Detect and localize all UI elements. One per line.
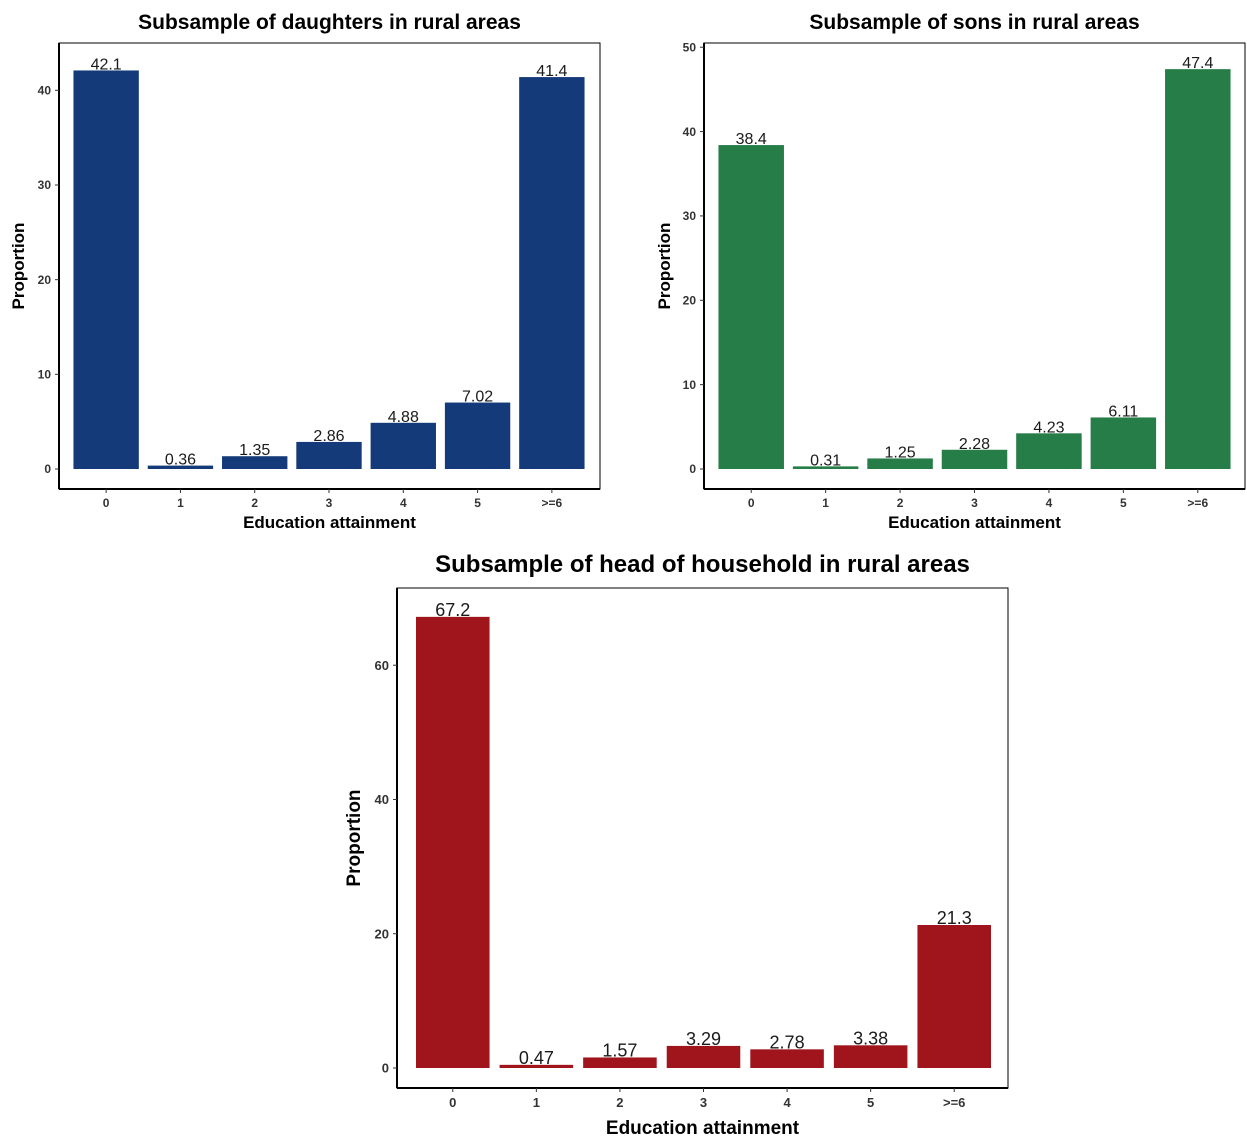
bar [1016,433,1082,469]
data-label: 1.57 [602,1040,637,1060]
chart-daughters: Subsample of daughters in rural areas Ed… [9,11,601,532]
data-label: 1.35 [239,442,270,459]
x-tick-label: 5 [474,496,481,510]
x-tick-label: 2 [897,496,904,510]
data-label: 67.2 [435,600,470,620]
chart-head-of-household: Subsample of head of household in rural … [344,551,1009,1139]
x-tick-label: >=6 [1187,496,1208,510]
bar [941,449,1008,469]
y-axis-title-sons: Proportion [655,223,674,310]
bar [222,456,288,469]
bar [1090,417,1157,469]
bar [792,466,859,469]
y-tick-label: 20 [38,273,52,287]
x-tick-label: 0 [103,496,110,510]
y-tick-label: 40 [375,792,389,807]
data-label: 0.47 [519,1048,554,1068]
data-label: 2.28 [959,436,990,453]
x-axis-title-sons: Education attainment [888,513,1061,532]
x-tick-label: 4 [783,1095,791,1110]
x-tick-label: 2 [251,496,258,510]
bar [917,925,991,1068]
x-tick-label: 0 [449,1095,456,1110]
data-label: 4.88 [388,409,419,426]
data-label: 47.4 [1182,55,1213,72]
bar [499,1064,574,1068]
data-label: 7.02 [462,389,493,406]
bar [416,616,490,1068]
x-tick-label: 3 [971,496,978,510]
x-tick-label: 4 [400,496,407,510]
bar [147,465,214,469]
x-tick-label: 1 [822,496,829,510]
bar [718,145,784,469]
x-tick-label: >=6 [943,1095,965,1110]
bar [73,70,139,469]
y-axis-title-head-of-household: Proportion [344,789,365,886]
bar [833,1045,908,1068]
y-tick-label: 0 [689,462,696,476]
bar [1165,69,1231,469]
y-tick-label: 30 [38,178,52,192]
x-tick-label: 5 [867,1095,874,1110]
chart-sons: Subsample of sons in rural areas Educati… [655,11,1246,532]
y-tick-label: 20 [683,293,697,307]
x-axis-title-head-of-household: Education attainment [606,1118,800,1139]
data-label: 4.23 [1033,419,1064,436]
y-tick-label: 50 [683,40,697,54]
y-tick-label: 10 [683,378,697,392]
data-label: 38.4 [736,131,767,148]
data-label: 21.3 [937,908,972,928]
y-tick-label: 40 [38,84,52,98]
chart-title-daughters: Subsample of daughters in rural areas [138,11,521,34]
bar [750,1049,824,1068]
bar [296,441,362,469]
chart-title-sons: Subsample of sons in rural areas [809,11,1139,34]
bar [867,458,933,469]
y-tick-label: 20 [375,926,389,941]
x-tick-label: 5 [1120,496,1127,510]
y-tick-label: 0 [44,462,51,476]
data-label: 1.25 [885,444,916,461]
chart-title-head-of-household: Subsample of head of household in rural … [435,551,970,578]
y-tick-label: 60 [375,658,389,673]
y-tick-label: 40 [683,125,697,139]
data-label: 3.29 [686,1029,721,1049]
y-tick-label: 0 [382,1061,389,1076]
x-tick-label: >=6 [542,496,563,510]
panel-frame [58,42,601,490]
x-tick-label: 0 [748,496,755,510]
x-tick-label: 4 [1046,496,1053,510]
bar [519,77,585,469]
data-label: 0.31 [810,452,841,469]
x-tick-label: 1 [533,1095,540,1110]
y-tick-label: 10 [38,368,52,382]
x-tick-label: 1 [177,496,184,510]
panel-frame [703,42,1246,490]
y-tick-label: 30 [683,209,697,223]
x-tick-label: 3 [326,496,333,510]
data-label: 2.86 [313,428,344,445]
bar [583,1057,657,1068]
bar [666,1045,741,1068]
x-tick-label: 3 [700,1095,707,1110]
bar [444,402,511,469]
data-label: 42.1 [91,56,122,73]
x-tick-label: 2 [616,1095,623,1110]
bar [370,422,436,469]
x-axis-title-daughters: Education attainment [243,513,416,532]
data-label: 41.4 [536,63,567,80]
data-label: 2.78 [770,1032,805,1052]
data-label: 0.36 [165,452,196,469]
data-label: 6.11 [1108,403,1138,420]
data-label: 3.38 [853,1028,888,1048]
y-axis-title-daughters: Proportion [9,223,28,310]
